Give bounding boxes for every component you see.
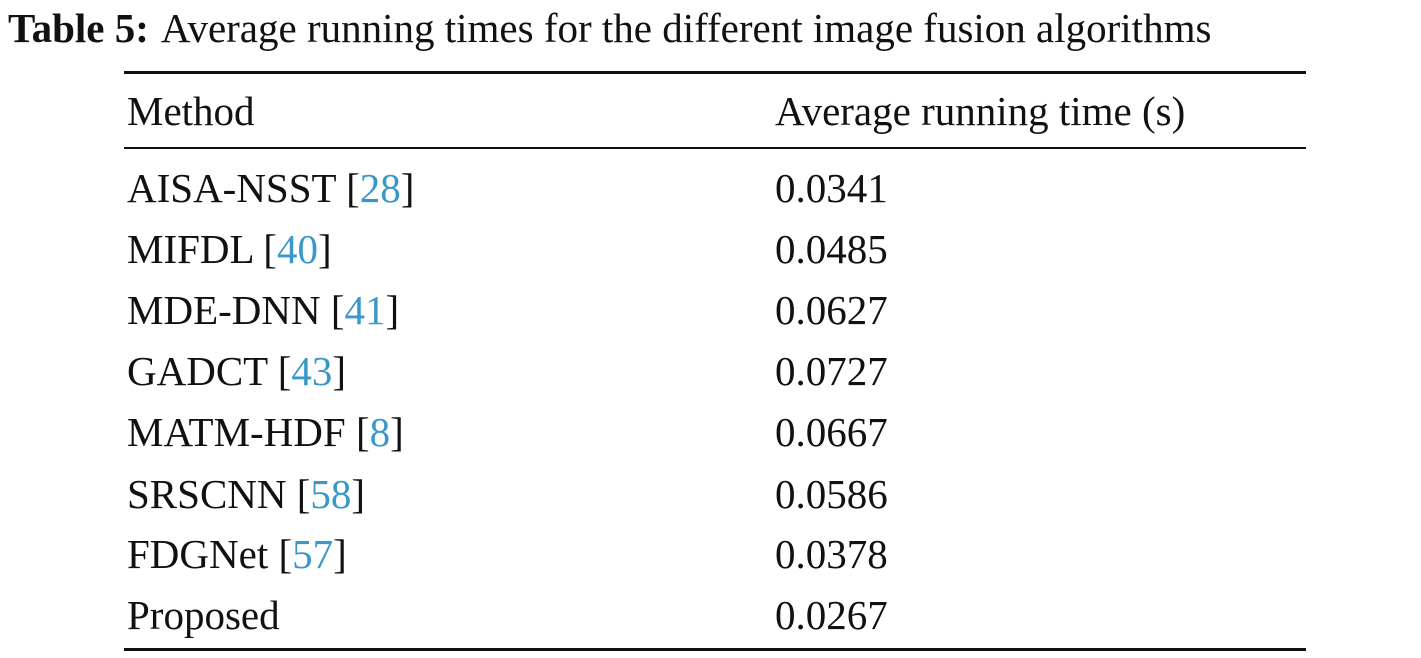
method-cell: AISA-NSST [28] [127,165,415,211]
method-name: FDGNet [127,531,269,577]
table-row: MDE-DNN [41] 0.0627 [127,280,1306,340]
running-time-cell: 0.0727 [775,348,888,394]
citation-link[interactable]: 40 [276,226,318,272]
citation-link[interactable]: 8 [369,409,391,455]
running-time-cell: 0.0667 [775,409,888,455]
method-cell: Proposed [127,585,280,645]
method-name: MIFDL [127,226,254,272]
table-row: Proposed 0.0267 [127,585,1306,645]
method-name: GADCT [127,348,268,394]
table-row: MATM-HDF [8] 0.0667 [127,402,1306,462]
citation-link[interactable]: 41 [344,287,386,333]
method-cell: MIFDL [40] [127,226,332,272]
table-caption-text: Average running times for the different … [160,5,1212,51]
method-cell: GADCT [43] [127,348,347,394]
table-top-rule [124,71,1306,74]
table-row: SRSCNN [58] 0.0586 [127,464,1306,524]
citation-link[interactable]: 28 [359,165,401,211]
running-time-cell: 0.0378 [775,531,888,577]
citation-link[interactable]: 58 [310,471,352,517]
table-caption: Table 5: Average running times for the di… [8,2,1211,54]
column-header-method: Method [127,88,255,134]
method-name: MATM-HDF [127,409,346,455]
table-header-row: Method Average running time (s) [127,81,1306,141]
method-name: AISA-NSST [127,165,336,211]
table-row: GADCT [43] 0.0727 [127,341,1306,401]
table-bottom-rule [124,648,1306,651]
method-cell: SRSCNN [58] [127,471,366,517]
method-cell: FDGNet [57] [127,531,347,577]
table-row: FDGNet [57] 0.0378 [127,524,1306,584]
method-cell: MATM-HDF [8] [127,409,404,455]
table-row: AISA-NSST [28] 0.0341 [127,158,1306,218]
running-time-cell: 0.0627 [775,287,888,333]
table-caption-label: Table 5: [8,5,149,51]
citation-link[interactable]: 57 [292,531,334,577]
method-cell: MDE-DNN [41] [127,287,400,333]
column-header-running-time: Average running time (s) [775,88,1186,134]
table-row: MIFDL [40] 0.0485 [127,219,1306,279]
running-time-cell: 0.0586 [775,471,888,517]
running-time-cell: 0.0341 [775,165,888,211]
method-name: SRSCNN [127,471,287,517]
running-time-cell: 0.0485 [775,226,888,272]
method-name: MDE-DNN [127,287,321,333]
running-time-cell: 0.0267 [775,592,888,638]
table-header-rule [124,147,1306,149]
method-name: Proposed [127,592,280,638]
citation-link[interactable]: 43 [291,348,333,394]
